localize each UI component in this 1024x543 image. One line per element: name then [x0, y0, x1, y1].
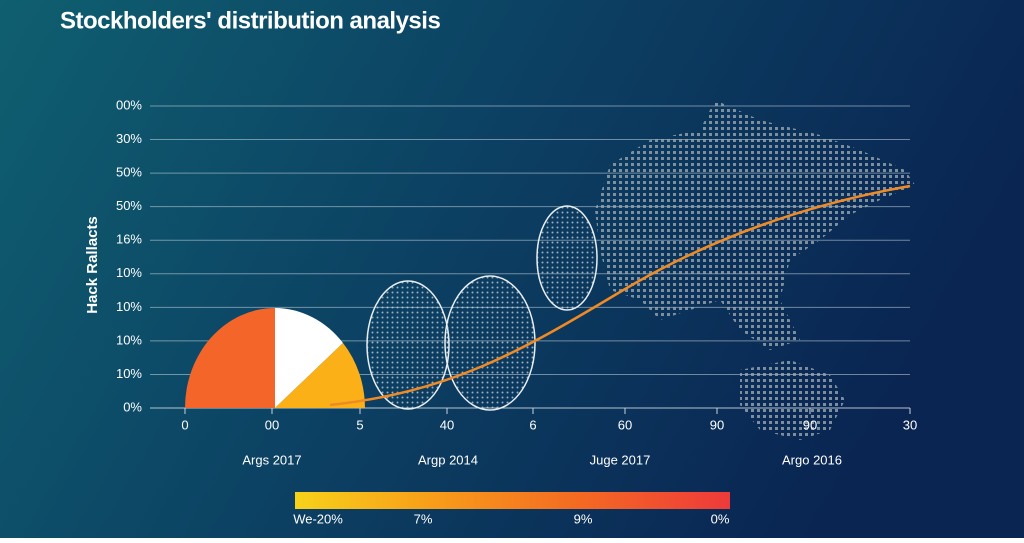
- trend-curve: [329, 184, 911, 407]
- x-group-label: Argp 2014: [418, 452, 478, 467]
- pie-slice: [275, 343, 365, 408]
- x-tick-label: 90: [710, 417, 724, 432]
- colorbar: [295, 492, 730, 509]
- colorbar-label: 9%: [574, 511, 593, 526]
- y-tick-label: 30%: [116, 131, 142, 146]
- dotted-oval: [536, 205, 598, 311]
- world-map: [595, 100, 915, 440]
- dotted-oval: [366, 280, 450, 410]
- pie-slice: [275, 308, 343, 408]
- x-tick-label: 90: [803, 417, 817, 432]
- y-axis-label: Hack Rallacts: [84, 216, 101, 314]
- y-tick-label: 10%: [116, 332, 142, 347]
- y-tick-label: 50%: [116, 165, 142, 180]
- y-tick-label: 00%: [116, 97, 142, 112]
- y-tick-label: 10%: [116, 265, 142, 280]
- x-tick-label: 00: [265, 417, 279, 432]
- labels: 00%30%50%50%16%10%10%10%10%0%0 00 5 40 6 60 90…: [116, 97, 917, 526]
- title: Stockholders' distribution analysis: [60, 7, 440, 34]
- x-tick-label: 6: [529, 417, 536, 432]
- x-tick-label: 0: [181, 417, 188, 432]
- x-group-label: Args 2017: [242, 452, 301, 467]
- x-tick-label: 40: [440, 417, 454, 432]
- y-tick-label: 10%: [116, 366, 142, 381]
- pie-slice: [185, 308, 275, 408]
- colorbar-label: We-20%: [293, 511, 343, 526]
- y-tick-label: 50%: [116, 198, 142, 213]
- colorbar-label: 0%: [711, 511, 730, 526]
- x-tick-label: 60: [618, 417, 632, 432]
- dotted-oval: [444, 275, 536, 411]
- x-group-label: Juge 2017: [590, 452, 651, 467]
- x-tick-label: 30: [903, 417, 917, 432]
- colorbar-label: 7%: [414, 511, 433, 526]
- x-tick-label: 5: [356, 417, 363, 432]
- y-tick-label: 10%: [116, 299, 142, 314]
- x-group-label: Argo 2016: [782, 452, 842, 467]
- y-tick-label: 16%: [116, 232, 142, 247]
- y-tick-label: 0%: [123, 399, 142, 414]
